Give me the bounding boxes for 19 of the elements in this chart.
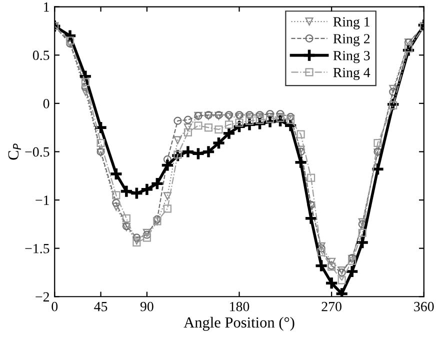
y-tick-label: −0.5 — [25, 147, 50, 157]
y-tick-label: 1 — [44, 2, 49, 12]
legend-label: Ring 2 — [333, 34, 370, 46]
x-tick-label: 45 — [94, 302, 108, 312]
x-tick-label: 360 — [414, 302, 434, 312]
x-tick-label: 180 — [230, 302, 250, 312]
x-tick-label: 270 — [322, 302, 342, 312]
y-tick-label: −1 — [36, 196, 49, 205]
y-tick-label: 0.5 — [32, 50, 50, 60]
y-axis-title: C$_{P}$ — [8, 144, 21, 160]
x-tick-label: 0 — [52, 302, 58, 312]
legend-label: Ring 1 — [333, 17, 370, 30]
x-tick-label: 90 — [140, 302, 154, 312]
y-tick-label: −1.5 — [25, 244, 50, 254]
x-axis-title: Angle Position (°) — [184, 316, 294, 331]
y-tick-label: −2 — [36, 292, 49, 302]
legend-label: Ring 4 — [333, 68, 370, 80]
y-tick-label: 0 — [43, 98, 50, 108]
legend-label: Ring 3 — [333, 50, 370, 64]
